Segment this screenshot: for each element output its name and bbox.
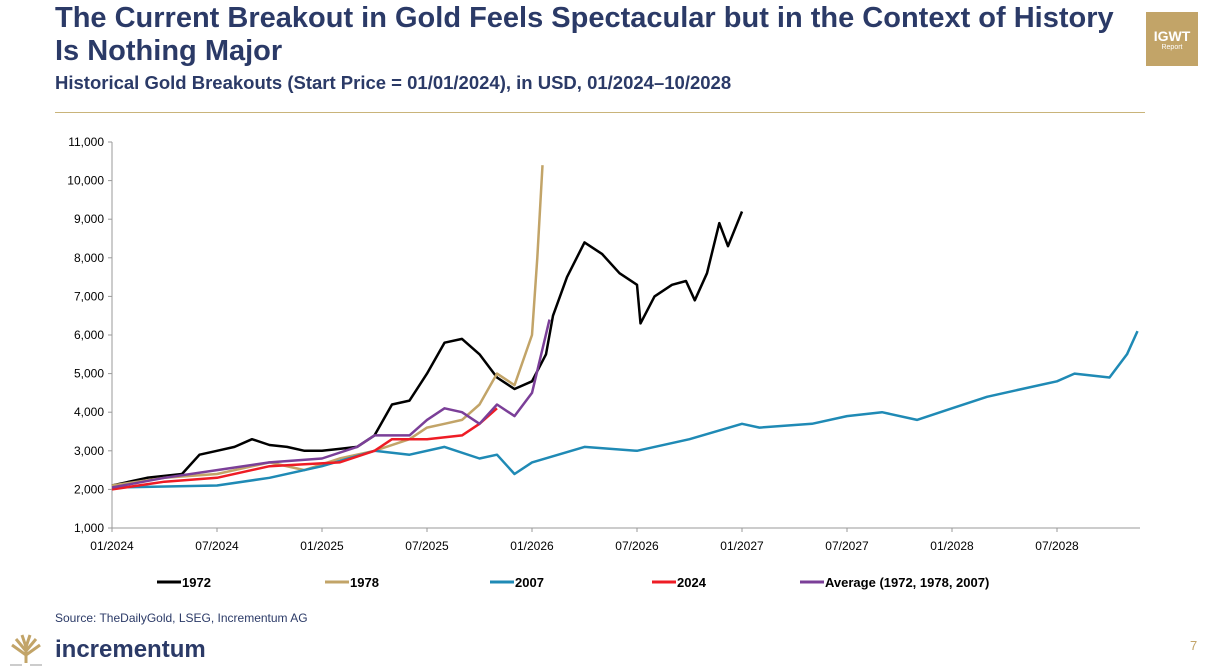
badge-title: IGWT [1153,28,1191,44]
y-tick-label: 2,000 [74,482,104,496]
x-tick-label: 07/2025 [405,539,449,553]
legend-label: 2007 [515,575,544,590]
x-tick-label: 07/2024 [195,539,239,553]
x-tick-label: 01/2026 [510,539,554,553]
series-line-2007 [111,330,1139,489]
page-number: 7 [1190,638,1198,653]
brand-name: incrementum [55,636,206,663]
y-tick-label: 3,000 [74,444,104,458]
y-tick-label: 4,000 [74,405,104,419]
series-line-1972 [111,211,744,487]
x-tick-label: 07/2028 [1035,539,1079,553]
series-line-2024 [111,407,498,491]
source-note: Source: TheDailyGold, LSEG, Incrementum … [55,611,308,625]
y-tick-label: 10,000 [67,174,104,188]
y-tick-label: 7,000 [74,289,104,303]
badge-subtitle: Report [1161,44,1183,51]
x-tick-label: 07/2027 [825,539,869,553]
x-tick-label: 07/2026 [615,539,659,553]
x-tick-label: 01/2024 [90,539,134,553]
series-line-1978 [111,165,544,487]
x-tick-label: 01/2027 [720,539,764,553]
y-tick-label: 8,000 [74,251,104,265]
divider [55,112,1145,113]
y-tick-label: 1,000 [74,521,104,535]
legend-label: 1972 [182,575,211,590]
y-tick-label: 5,000 [74,367,104,381]
x-tick-label: 01/2025 [300,539,344,553]
legend-label: 1978 [350,575,379,590]
page-title: The Current Breakout in Gold Feels Spect… [55,2,1114,67]
legend-label: 2024 [677,575,707,590]
x-tick-label: 01/2028 [930,539,974,553]
legend-label: Average (1972, 1978, 2007) [825,575,989,590]
y-tick-label: 11,000 [68,135,104,149]
igwt-report-badge: IGWT Report [1146,12,1198,66]
y-tick-label: 6,000 [74,328,104,342]
y-tick-label: 9,000 [74,212,104,226]
tree-logo-icon [8,633,44,672]
series-line-average [111,319,551,489]
page-subtitle: Historical Gold Breakouts (Start Price =… [55,72,732,93]
